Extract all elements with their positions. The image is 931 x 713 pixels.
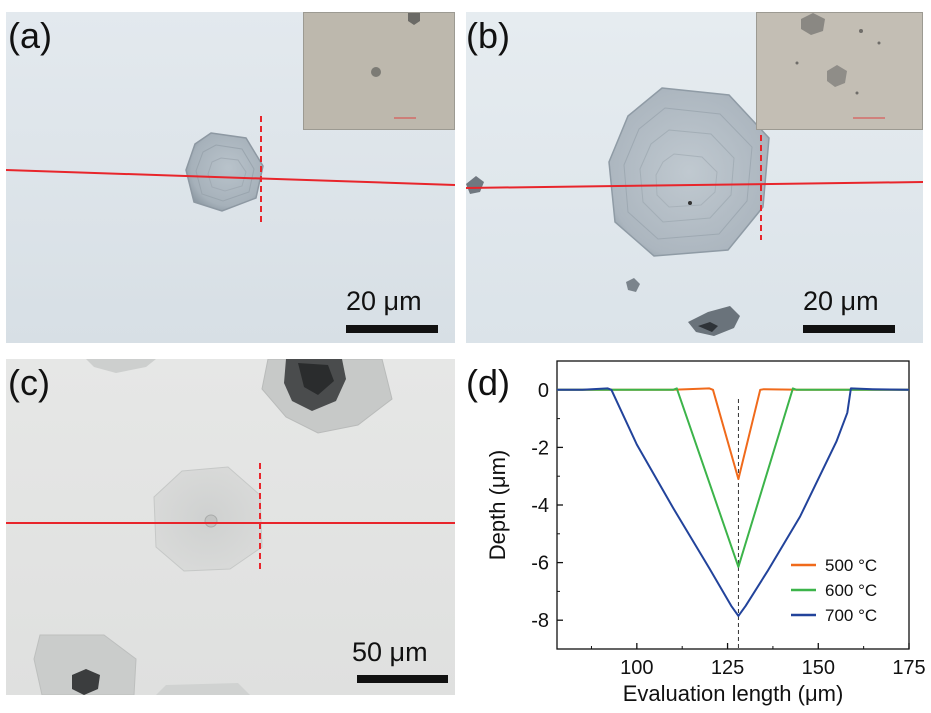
panel-label: (d) [466,362,510,403]
scale-bar-label: 20 μm [346,286,422,316]
panel-label: (b) [466,15,510,56]
x-axis-label: Evaluation length (μm) [623,681,844,706]
scale-bar [346,325,438,333]
scale-bar-label: 50 μm [352,637,428,667]
profile-line [6,169,455,186]
panel-c: (c) 50 μm [6,359,455,695]
etch-pit [608,87,770,257]
x-tick-label: 100 [620,657,653,679]
series-line [557,387,910,617]
panel-label: (a) [8,15,52,56]
scale-bar-label: 20 μm [803,286,879,316]
micrograph-c [6,359,455,695]
panel-a: (a) 20 μm [6,12,455,343]
depth-profile-chart: 100 125 150 175 0 -2 -4 -6 -8 Evaluation length (… [485,360,926,706]
y-tick-label: 0 [538,380,549,402]
scale-bar [803,325,895,333]
x-tick-label: 175 [892,657,925,679]
y-tick-label: -2 [531,437,549,459]
inset-image-b [756,12,923,130]
y-tick-label: -6 [531,553,549,575]
y-axis-label: Depth (μm) [485,450,510,560]
legend-label: 700 °C [825,606,877,625]
panel-label: (c) [8,362,50,403]
y-tick-label: -8 [531,610,549,632]
panel-d: 100 125 150 175 0 -2 -4 -6 -8 Evaluation length (… [458,352,931,713]
micrograph-b [466,12,923,343]
x-tick-label: 150 [802,657,835,679]
series-line [557,387,909,568]
x-tick-label: 125 [711,657,744,679]
series-line [557,387,909,481]
inset-image-a [303,12,455,130]
panel-b: (b) 20 μm [466,12,923,343]
scale-bar [357,675,448,683]
y-tick-label: -4 [531,495,549,517]
legend-label: 600 °C [825,581,877,600]
profile-line [466,181,923,189]
legend-label: 500 °C [825,556,877,575]
